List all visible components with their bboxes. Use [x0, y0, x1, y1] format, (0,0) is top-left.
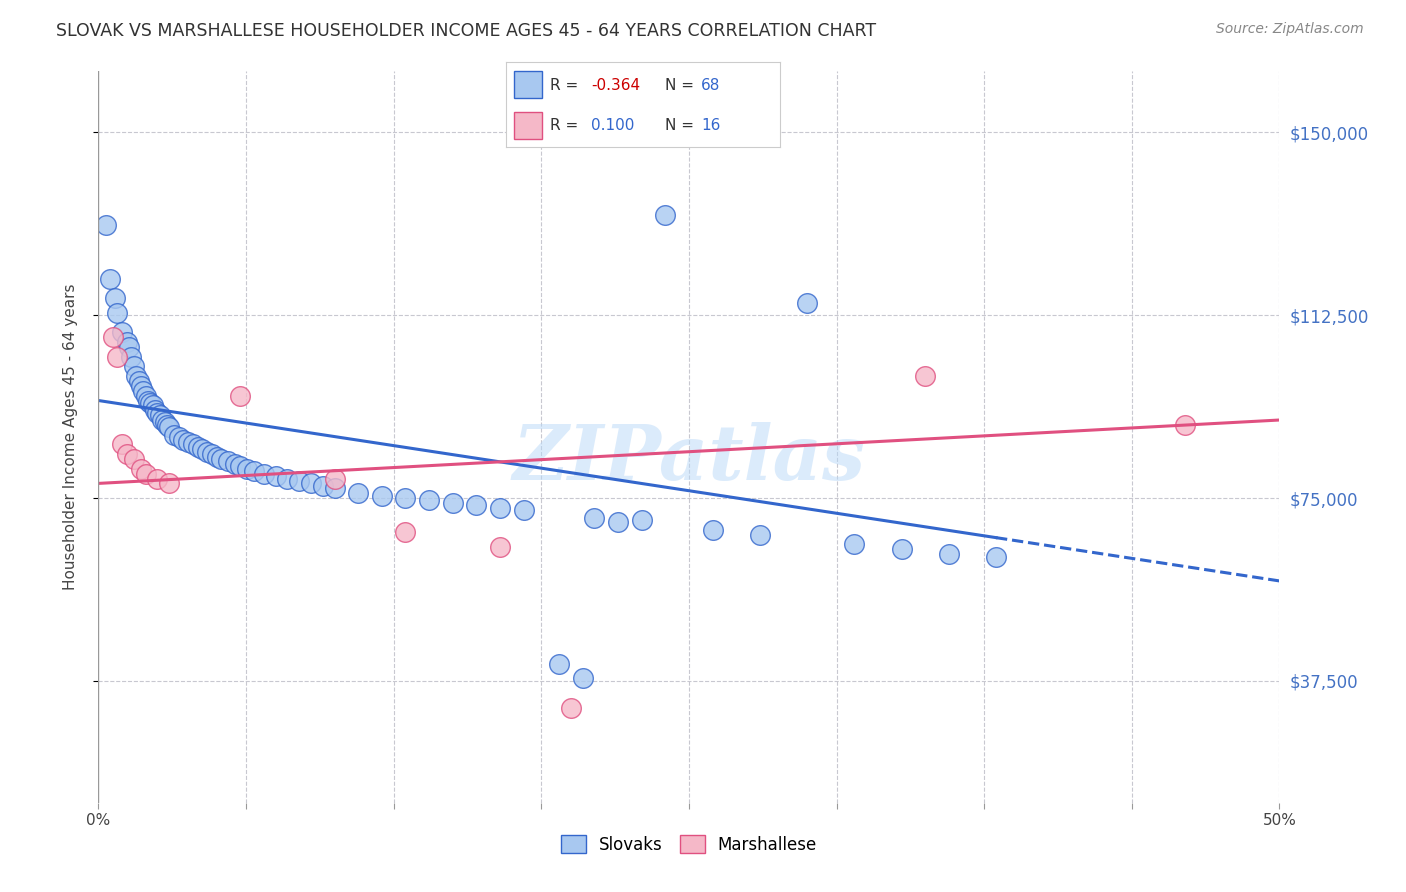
Point [205, 450, 228, 464]
Point [191, 442, 214, 457]
Point [132, 384, 155, 398]
Point [121, 350, 143, 364]
Text: 0.100: 0.100 [591, 119, 634, 134]
Point [583, 510, 606, 524]
Point [394, 525, 416, 540]
Text: N =: N = [665, 119, 699, 134]
Point [236, 462, 259, 476]
Point [209, 452, 232, 467]
Point [111, 437, 134, 451]
Point [195, 444, 218, 458]
Point [229, 459, 252, 474]
Point [156, 417, 179, 432]
Point [288, 474, 311, 488]
Point [489, 540, 512, 554]
Point [938, 547, 960, 561]
Point [118, 340, 141, 354]
Point [149, 408, 172, 422]
Text: SLOVAK VS MARSHALLESE HOUSEHOLDER INCOME AGES 45 - 64 YEARS CORRELATION CHART: SLOVAK VS MARSHALLESE HOUSEHOLDER INCOME… [56, 22, 876, 40]
Point [224, 457, 246, 471]
Point [94, 218, 117, 232]
Legend: Slovaks, Marshallese: Slovaks, Marshallese [554, 829, 824, 860]
Point [181, 437, 204, 451]
Text: Source: ZipAtlas.com: Source: ZipAtlas.com [1216, 22, 1364, 37]
Point [253, 467, 276, 481]
Point [150, 413, 173, 427]
Text: -0.364: -0.364 [591, 78, 640, 93]
Text: N =: N = [665, 78, 699, 93]
Point [630, 513, 652, 527]
Point [157, 476, 180, 491]
Point [142, 398, 165, 412]
Point [702, 523, 724, 537]
Point [129, 379, 152, 393]
Text: R =: R = [550, 78, 583, 93]
Point [312, 479, 335, 493]
Point [347, 486, 370, 500]
Point [139, 396, 162, 410]
Point [394, 491, 416, 505]
Point [323, 481, 346, 495]
Point [607, 516, 630, 530]
Point [125, 369, 148, 384]
Point [748, 527, 770, 541]
Point [465, 499, 488, 513]
Point [115, 447, 138, 461]
Point [914, 369, 936, 384]
Point [135, 389, 157, 403]
Point [512, 503, 534, 517]
Point [167, 430, 190, 444]
Point [299, 476, 322, 491]
Point [187, 440, 209, 454]
Bar [515, 71, 541, 98]
Text: R =: R = [550, 119, 583, 134]
Point [243, 464, 266, 478]
Point [104, 291, 127, 305]
Bar [515, 112, 541, 139]
Point [890, 542, 912, 557]
Point [229, 389, 252, 403]
Point [418, 493, 440, 508]
Point [560, 700, 582, 714]
Point [122, 359, 145, 374]
Point [177, 434, 200, 449]
Point [264, 469, 287, 483]
Point [157, 420, 180, 434]
Point [201, 447, 224, 461]
Point [548, 657, 571, 671]
Point [111, 325, 134, 339]
Point [146, 471, 169, 485]
Point [796, 296, 818, 310]
Text: 16: 16 [700, 119, 720, 134]
Point [143, 403, 166, 417]
Point [371, 489, 394, 503]
Point [441, 496, 464, 510]
Point [489, 500, 512, 515]
Point [163, 427, 186, 442]
Point [101, 330, 124, 344]
Point [844, 537, 866, 551]
Point [129, 462, 152, 476]
Point [115, 334, 138, 349]
Point [122, 452, 145, 467]
Point [172, 433, 194, 447]
Text: 68: 68 [700, 78, 720, 93]
Y-axis label: Householder Income Ages 45 - 64 years: Householder Income Ages 45 - 64 years [63, 284, 77, 591]
Point [135, 467, 157, 481]
Point [146, 406, 169, 420]
Point [217, 454, 239, 468]
Point [153, 416, 176, 430]
Point [984, 549, 1007, 564]
Point [105, 306, 128, 320]
Text: ZIPatlas: ZIPatlas [512, 422, 866, 496]
Point [98, 271, 121, 285]
Point [654, 208, 676, 222]
Point [1174, 417, 1197, 432]
Point [571, 672, 593, 686]
Point [136, 393, 159, 408]
Point [128, 374, 150, 388]
Point [276, 471, 298, 485]
Point [323, 471, 346, 485]
Point [105, 350, 128, 364]
